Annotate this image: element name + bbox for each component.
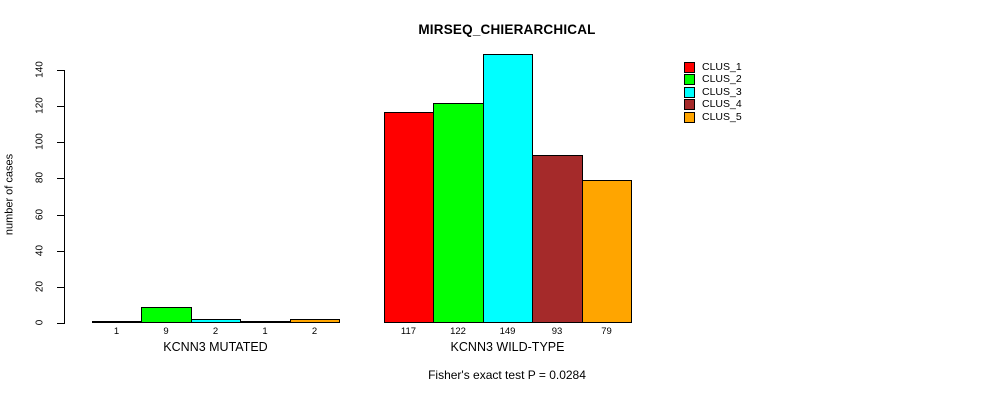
bar-clus_2 — [433, 103, 484, 323]
y-axis-tick — [57, 142, 64, 143]
y-axis-tick — [57, 287, 64, 288]
chart-title: MIRSEQ_CHIERARCHICAL — [418, 22, 596, 37]
bar-value-label: 149 — [499, 326, 516, 337]
group-label-kcnn3-wild-type: KCNN3 WILD-TYPE — [450, 340, 565, 354]
bar-value-label: 93 — [551, 326, 563, 337]
legend-label-clus_4: CLUS_4 — [702, 98, 742, 110]
legend-label-clus_5: CLUS_5 — [702, 111, 742, 123]
legend-swatch-clus_4 — [684, 99, 695, 110]
bar-clus_5 — [290, 319, 340, 323]
y-axis-tick-label: 20 — [34, 280, 46, 293]
bar-clus_3 — [191, 319, 241, 323]
bar-clus_1 — [92, 321, 142, 323]
legend-swatch-clus_2 — [684, 74, 695, 85]
bar-value-label: 1 — [113, 326, 120, 337]
y-axis-tick-label: 40 — [34, 244, 46, 257]
bar-clus_2 — [141, 307, 192, 323]
legend-label-clus_3: CLUS_3 — [702, 86, 742, 98]
y-axis-tick-label: 0 — [34, 319, 46, 326]
y-axis-tick — [57, 70, 64, 71]
y-axis-tick-label: 120 — [34, 97, 46, 114]
legend-label-clus_2: CLUS_2 — [702, 73, 742, 85]
bar-value-label: 9 — [163, 326, 169, 337]
bar-value-label: 1 — [262, 326, 268, 337]
legend-label-clus_1: CLUS_1 — [702, 61, 742, 73]
y-axis-tick — [57, 178, 64, 179]
bar-clus_4 — [240, 321, 291, 323]
y-axis-tick-label: 80 — [34, 171, 46, 184]
legend-swatch-clus_1 — [684, 62, 695, 73]
group-label-kcnn3-mutated: KCNN3 MUTATED — [163, 340, 268, 354]
y-axis-tick-label: 60 — [34, 208, 46, 221]
fisher-test-annotation: Fisher's exact test P = 0.0284 — [428, 368, 586, 382]
y-axis-line — [64, 70, 65, 324]
bar-clus_5 — [582, 180, 632, 323]
y-axis-tick — [57, 215, 64, 216]
y-axis-tick-label: 100 — [34, 133, 46, 150]
bar-clus_3 — [483, 54, 533, 323]
y-axis-title: number of cases — [3, 153, 16, 236]
bar-value-label: 79 — [601, 326, 612, 337]
y-axis-tick — [57, 323, 64, 324]
y-axis-tick — [57, 251, 64, 252]
y-axis-tick — [57, 106, 64, 107]
bar-value-label: 2 — [212, 326, 219, 337]
y-axis-tick-label: 140 — [34, 61, 46, 78]
legend-swatch-clus_3 — [684, 87, 695, 98]
bar-value-label: 117 — [400, 326, 417, 337]
bar-value-label: 2 — [311, 326, 318, 337]
bar-value-label: 122 — [450, 326, 466, 337]
bar-clus_1 — [384, 112, 434, 323]
bar-clus_4 — [532, 155, 583, 323]
legend-swatch-clus_5 — [684, 112, 695, 123]
